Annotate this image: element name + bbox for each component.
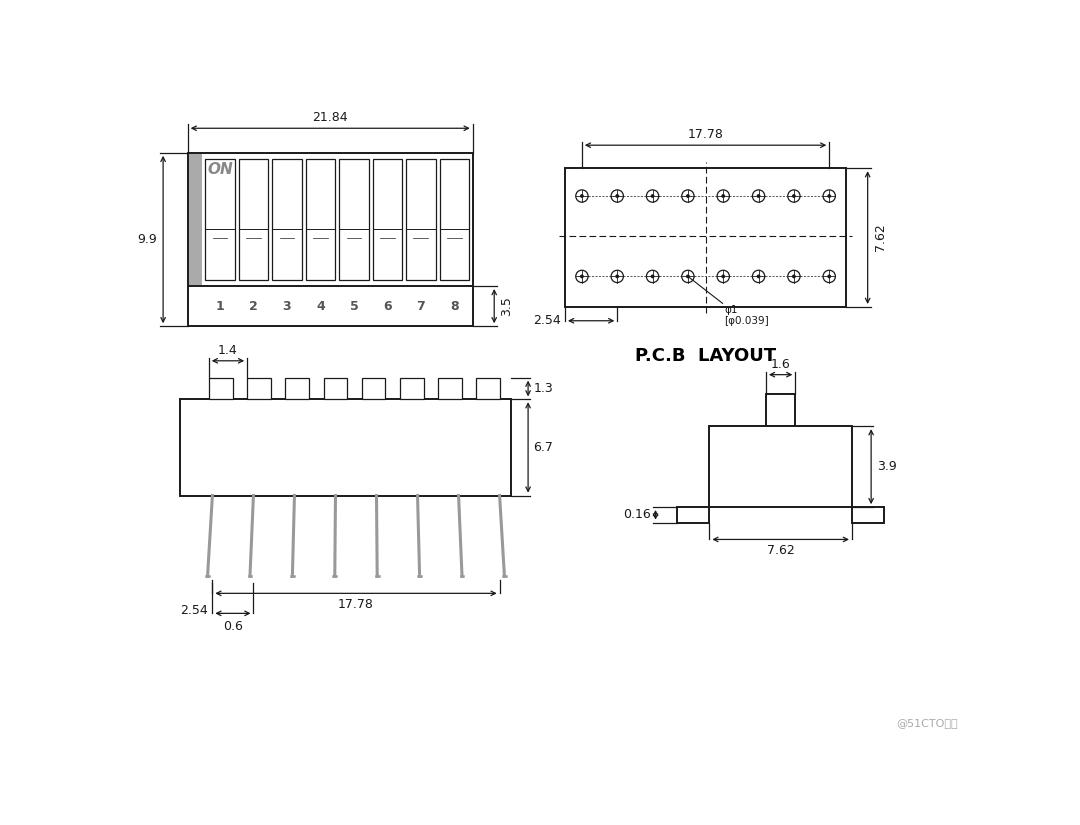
Bar [438, 378, 462, 399]
Text: ON: ON [207, 163, 233, 177]
Bar [362, 378, 386, 399]
Circle shape [580, 194, 584, 198]
Text: 3.9: 3.9 [877, 460, 897, 474]
Circle shape [681, 271, 694, 283]
Text: 7: 7 [417, 299, 426, 313]
Bar [373, 159, 402, 280]
Circle shape [717, 190, 729, 202]
Text: 7.62: 7.62 [874, 224, 887, 252]
Circle shape [721, 275, 725, 278]
Text: 17.78: 17.78 [688, 129, 724, 141]
Circle shape [792, 194, 796, 198]
Bar [285, 378, 309, 399]
Bar [339, 159, 368, 280]
Bar [440, 159, 469, 280]
Circle shape [757, 194, 760, 198]
Bar [189, 153, 202, 285]
Text: 2: 2 [249, 299, 258, 313]
Text: 0.16: 0.16 [623, 508, 651, 521]
Text: 1.6: 1.6 [771, 358, 791, 370]
Text: 1: 1 [216, 299, 225, 313]
Circle shape [611, 271, 623, 283]
Bar [677, 507, 710, 522]
Circle shape [616, 194, 619, 198]
Text: 1.3: 1.3 [534, 382, 553, 395]
Text: φ1
[φ0.039]: φ1 [φ0.039] [724, 305, 769, 327]
Circle shape [611, 190, 623, 202]
Bar [306, 159, 335, 280]
Text: 5: 5 [350, 299, 359, 313]
Bar [205, 159, 234, 280]
Text: 1.4: 1.4 [218, 344, 238, 357]
Bar [272, 159, 301, 280]
Circle shape [823, 190, 836, 202]
Circle shape [686, 194, 690, 198]
Text: 9.9: 9.9 [137, 233, 157, 246]
Text: 2.54: 2.54 [532, 314, 561, 328]
Circle shape [681, 190, 694, 202]
Bar [180, 399, 511, 496]
Text: P.C.B  LAYOUT: P.C.B LAYOUT [635, 347, 777, 365]
Circle shape [757, 275, 760, 278]
Circle shape [576, 190, 589, 202]
Text: 2.54: 2.54 [180, 604, 207, 617]
Circle shape [650, 275, 654, 278]
Circle shape [647, 190, 659, 202]
Bar [208, 378, 232, 399]
Circle shape [792, 275, 796, 278]
Circle shape [827, 194, 832, 198]
Bar [766, 394, 795, 427]
Circle shape [576, 271, 589, 283]
Text: 21.84: 21.84 [312, 111, 348, 125]
Circle shape [787, 271, 800, 283]
Circle shape [686, 275, 690, 278]
Circle shape [580, 275, 584, 278]
Text: 3.5: 3.5 [500, 296, 513, 316]
Text: 6.7: 6.7 [534, 441, 553, 454]
Circle shape [647, 271, 659, 283]
Circle shape [787, 190, 800, 202]
Circle shape [650, 194, 654, 198]
Text: 4: 4 [316, 299, 325, 313]
Bar [406, 159, 435, 280]
Bar [247, 378, 271, 399]
Bar [852, 507, 885, 522]
Bar [324, 378, 347, 399]
Bar [400, 378, 423, 399]
Circle shape [827, 275, 832, 278]
Text: 3: 3 [283, 299, 292, 313]
Text: 7.62: 7.62 [767, 544, 795, 557]
Bar [710, 427, 852, 507]
Bar [188, 153, 473, 326]
Text: @51CTO博客: @51CTO博客 [896, 718, 958, 728]
Bar [565, 168, 846, 307]
Text: 17.78: 17.78 [338, 598, 374, 611]
Circle shape [753, 271, 765, 283]
Circle shape [753, 190, 765, 202]
Circle shape [823, 271, 836, 283]
Text: 8: 8 [450, 299, 459, 313]
Circle shape [616, 275, 619, 278]
Circle shape [721, 194, 725, 198]
Bar [476, 378, 500, 399]
Text: 0.6: 0.6 [222, 620, 243, 633]
Bar [239, 159, 268, 280]
Text: 6: 6 [383, 299, 392, 313]
Circle shape [717, 271, 729, 283]
